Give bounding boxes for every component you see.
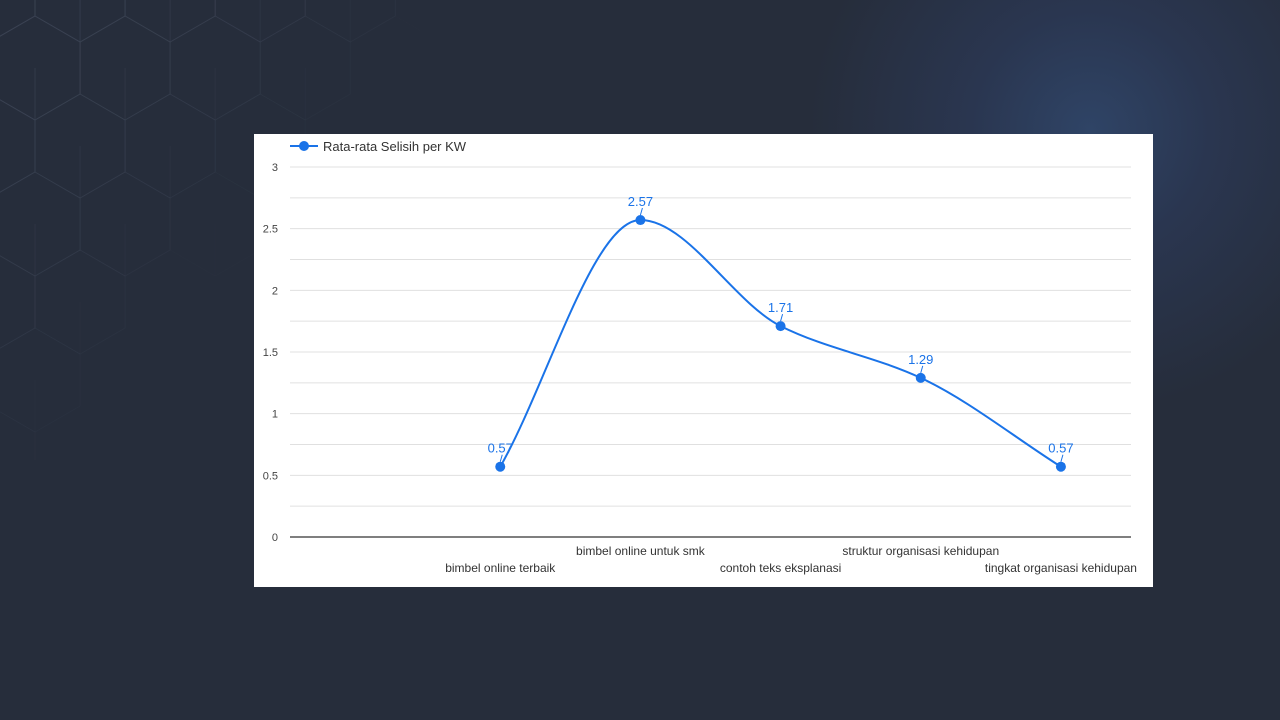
data-label: 0.57 [1048, 441, 1073, 456]
data-label: 0.57 [488, 441, 513, 456]
hexagon-shape [0, 15, 81, 121]
x-category-label: contoh teks eksplanasi [720, 561, 841, 575]
data-label: 1.29 [908, 352, 933, 367]
y-tick-label: 0.5 [263, 470, 278, 482]
y-tick-label: 0 [272, 532, 278, 544]
x-category-label: tingkat organisasi kehidupan [985, 561, 1137, 575]
hexagon-shape [304, 0, 396, 43]
hexagon-shape [0, 171, 81, 277]
hexagon-shape [79, 171, 171, 277]
data-point[interactable] [635, 215, 646, 226]
x-category-label: bimbel online terbaik [445, 561, 556, 575]
y-tick-label: 2.5 [263, 224, 278, 236]
hexagon-shape [0, 411, 36, 460]
hexagon-shape [0, 0, 36, 37]
data-point[interactable] [495, 461, 506, 472]
y-tick-label: 2 [272, 285, 278, 297]
x-category-label: struktur organisasi kehidupan [842, 544, 999, 558]
data-label-leader [639, 207, 643, 216]
data-label: 2.57 [628, 194, 653, 209]
chart-card: 0 0.5 1 1.5 2 2.5 3 bimbel online terbaik bimbe… [254, 134, 1153, 587]
hexagon-shape [214, 0, 306, 43]
legend-marker-icon [299, 141, 309, 151]
data-point[interactable] [915, 372, 926, 383]
line-chart: 0 0.5 1 1.5 2 2.5 3 bimbel online terbaik bimbe… [263, 139, 1137, 575]
hexagon-shape [0, 255, 36, 349]
data-label-leader [920, 365, 924, 374]
hexagon-shape [34, 249, 126, 355]
hexagon-shape [394, 0, 420, 31]
data-label-leader [780, 313, 784, 322]
y-tick-label: 1.5 [263, 347, 278, 359]
legend-label[interactable]: Rata-rata Selisih per KW [323, 139, 467, 154]
data-label-leader [499, 454, 503, 462]
series-line [499, 218, 1062, 468]
data-label-leader [1060, 454, 1064, 462]
hexagon-shape [259, 15, 351, 121]
hexagon-shape [34, 93, 126, 199]
hexagon-shape [124, 93, 216, 199]
y-tick-label: 3 [272, 162, 278, 174]
data-label: 1.71 [768, 300, 793, 315]
y-tick-label: 1 [272, 409, 278, 421]
hexagon-shape [0, 327, 81, 433]
data-point[interactable] [1055, 461, 1066, 472]
data-point[interactable] [775, 321, 786, 332]
x-category-label: bimbel online untuk smk [576, 544, 706, 558]
hexagon-shape [169, 15, 261, 121]
